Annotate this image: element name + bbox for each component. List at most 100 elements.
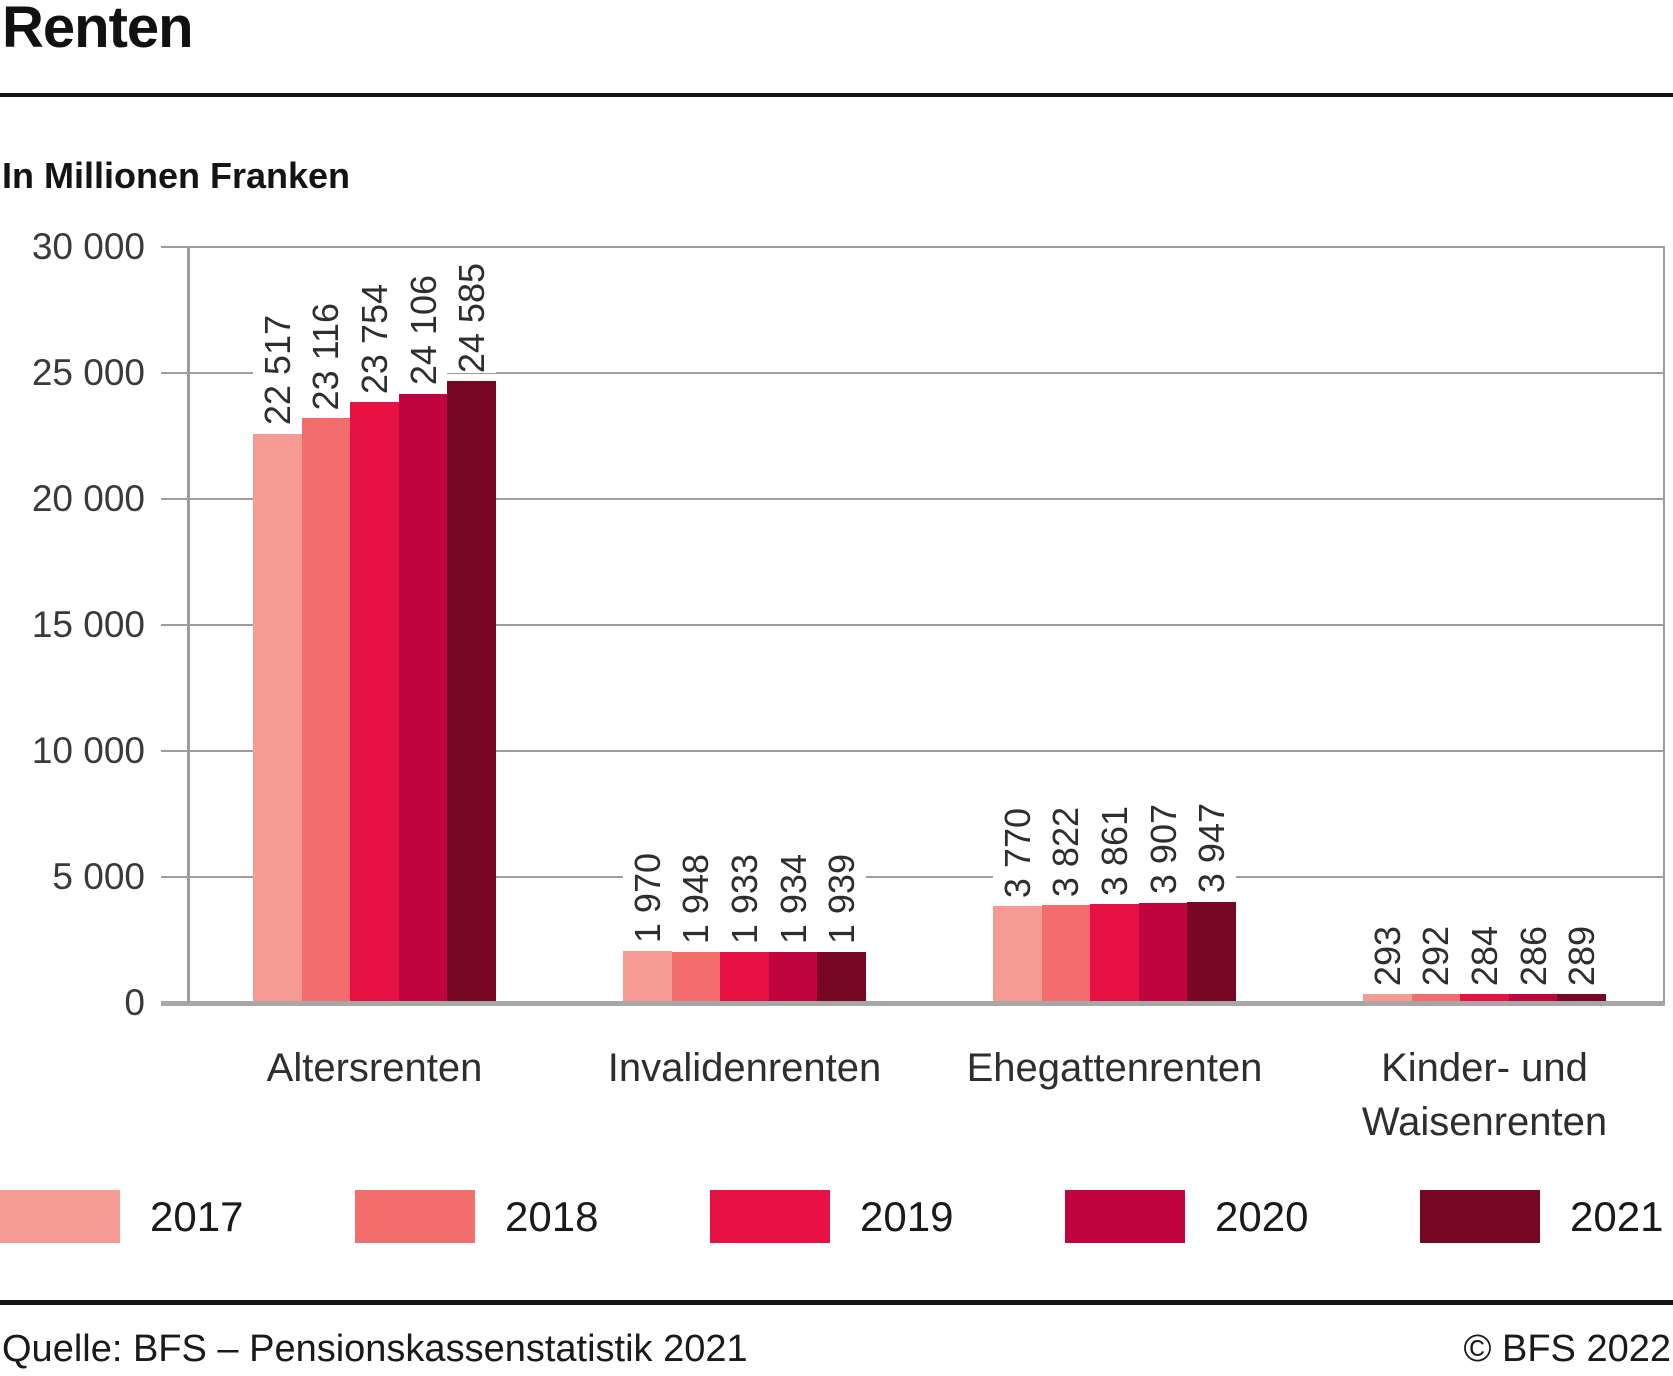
- y-tick: [161, 750, 187, 752]
- gridline: [187, 876, 1665, 878]
- bar-value-label: 3 861: [1090, 805, 1139, 896]
- bar: [720, 952, 769, 1001]
- legend-label: 2018: [505, 1192, 599, 1240]
- bar-value-label: 22 517: [253, 315, 302, 426]
- bar-value-text: 1 970: [626, 853, 668, 944]
- y-tick: [161, 876, 187, 878]
- bar-value-label: 1 939: [817, 854, 866, 945]
- bar: [1138, 902, 1188, 1001]
- y-axis-line: [187, 247, 190, 1003]
- plot-area: 22 517 23 116 23 754 24 106 24 585 Altersrent…: [161, 246, 1665, 1144]
- bar-value-text: 24 585: [451, 263, 493, 374]
- bar-value-label: 3 770: [993, 807, 1042, 898]
- bar-value-text: 3 947: [1191, 803, 1233, 894]
- bar-value-text: 289: [1561, 925, 1603, 986]
- category-label: Altersrenten: [266, 1046, 483, 1090]
- bar-value-label: 3 947: [1187, 803, 1236, 894]
- gridline: [187, 624, 1665, 626]
- legend: 2017 2018 2019 2020 2021: [0, 1190, 1673, 1246]
- legend-swatch: [710, 1190, 830, 1243]
- bar: [768, 952, 818, 1001]
- category-label: Ehegattenrenten: [966, 1046, 1263, 1090]
- gridline: [187, 246, 1665, 248]
- bar: [398, 393, 448, 1001]
- bar: [1411, 993, 1461, 1001]
- legend-label: 2019: [860, 1192, 954, 1240]
- bar-value-text: 3 822: [1045, 806, 1087, 897]
- category-label: Kinder- und Waisenrenten: [1361, 1046, 1608, 1144]
- x-axis-baseline: [161, 1001, 1665, 1006]
- bar: [817, 952, 866, 1001]
- bar-value-label: 292: [1411, 925, 1461, 986]
- bar-value-text: 1 939: [821, 854, 863, 945]
- bar: [1557, 993, 1606, 1001]
- legend-label: 2021: [1570, 1192, 1664, 1240]
- bar-value-label: 284: [1460, 925, 1509, 986]
- legend-item: 2019: [710, 1190, 953, 1243]
- bar-value-text: 286: [1512, 925, 1554, 986]
- category-label: Invalidenrenten: [607, 1046, 882, 1090]
- legend-swatch: [0, 1190, 120, 1243]
- bar-value-text: 3 907: [1142, 804, 1184, 895]
- bar: [1460, 993, 1509, 1001]
- source-text: Quelle: BFS – Pensionskassenstatistik 20…: [2, 1328, 748, 1370]
- bar-value-text: 292: [1415, 925, 1457, 986]
- bar-value-label: 3 822: [1041, 806, 1091, 897]
- bar-value-label: 286: [1508, 925, 1558, 986]
- y-axis-tick-label: 5 000: [52, 856, 145, 897]
- y-axis-tick-label: 30 000: [31, 226, 145, 267]
- legend-label: 2020: [1215, 1192, 1309, 1240]
- bar-value-label: 1 948: [671, 853, 721, 944]
- gridline: [187, 750, 1665, 752]
- legend-swatch: [1065, 1190, 1185, 1243]
- bar-value-label: 3 907: [1138, 804, 1188, 895]
- legend-item: 2020: [1065, 1190, 1308, 1243]
- bar: [447, 381, 496, 1001]
- gridline: [187, 498, 1665, 500]
- plot-right-border: [1663, 247, 1665, 1003]
- bar: [1187, 901, 1236, 1001]
- bar-value-label: 24 106: [398, 275, 448, 386]
- bar-value-text: 284: [1463, 925, 1505, 986]
- y-axis-tick-label: 0: [124, 982, 145, 1023]
- bar-value-text: 23 116: [305, 303, 347, 411]
- y-tick: [161, 246, 187, 248]
- bar-value-label: 1 934: [768, 854, 818, 945]
- y-axis-tick-label: 25 000: [31, 352, 145, 393]
- bar-value-text: 1 948: [675, 853, 717, 944]
- bar-value-label: 1 933: [720, 854, 769, 945]
- bar-value-text: 293: [1366, 925, 1408, 986]
- bar-value-text: 3 861: [1093, 805, 1135, 896]
- copyright-text: © BFS 2022: [1463, 1328, 1671, 1370]
- bar: [623, 951, 672, 1001]
- bar: [253, 433, 302, 1001]
- legend-item: 2021: [1420, 1190, 1663, 1243]
- bar: [1363, 993, 1412, 1001]
- legend-item: 2017: [0, 1190, 243, 1243]
- bar-value-label: 289: [1557, 925, 1606, 986]
- bar-value-label: 24 585: [447, 263, 496, 374]
- bar-value-text: 24 106: [402, 275, 444, 386]
- gridline: [187, 372, 1665, 374]
- bar: [301, 418, 351, 1001]
- legend-swatch: [355, 1190, 475, 1243]
- legend-item: 2018: [355, 1190, 598, 1243]
- bar-value-text: 22 517: [256, 315, 298, 426]
- y-axis-tick-label: 20 000: [31, 478, 145, 519]
- bar-value-text: 3 770: [996, 807, 1038, 898]
- title-divider: [0, 93, 1673, 97]
- legend-label: 2017: [150, 1192, 244, 1240]
- bar-value-text: 1 933: [723, 854, 765, 945]
- legend-swatch: [1420, 1190, 1540, 1243]
- bar-value-text: 1 934: [772, 854, 814, 945]
- y-axis-tick-label: 15 000: [31, 604, 145, 645]
- footer-divider: [0, 1300, 1673, 1305]
- bar-value-label: 1 970: [623, 853, 672, 944]
- bar: [993, 906, 1042, 1001]
- y-tick: [161, 498, 187, 500]
- y-tick: [161, 624, 187, 626]
- bar: [671, 951, 721, 1001]
- bar: [1041, 904, 1091, 1001]
- bar-value-label: 293: [1363, 925, 1412, 986]
